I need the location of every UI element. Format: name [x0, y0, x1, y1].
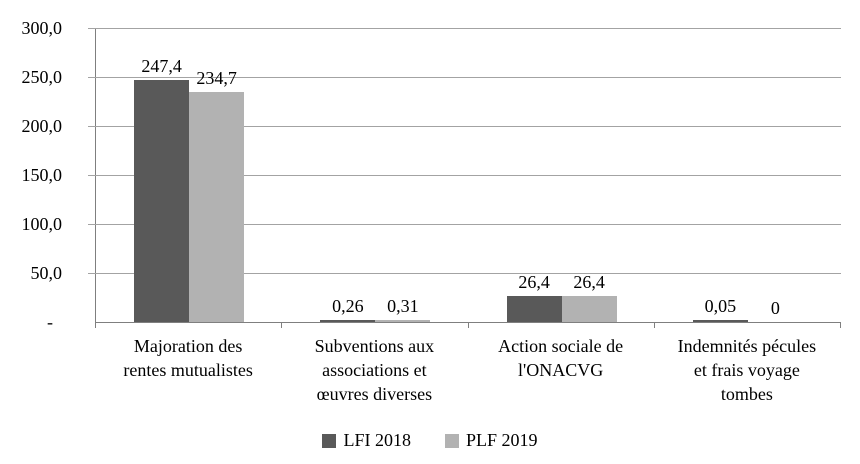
bar-lfi-2018-cat4	[692, 320, 748, 322]
y-tick-label: 250,0	[21, 67, 63, 87]
category-label-line: Indemnités pécules	[677, 336, 817, 356]
category-label-line: Majoration des	[133, 336, 243, 356]
bar-value-label: 0	[770, 298, 780, 318]
x-tick	[840, 323, 841, 328]
bar-value-label: 234,7	[196, 68, 237, 88]
bar-value-label: 0,31	[387, 296, 419, 316]
y-tick-label: 200,0	[21, 116, 63, 136]
bar-value-label: 0,26	[332, 296, 364, 316]
plot-area: 247,4 234,7 0,26 0,31 26,4 26,4 0,05 0	[88, 28, 841, 323]
legend-marker-lfi-2018-icon	[322, 433, 337, 448]
x-tick	[653, 323, 655, 328]
legend: LFI 2018 PLF 2019	[0, 430, 860, 451]
category-label-line: tombes	[720, 384, 773, 404]
x-tick	[467, 323, 469, 328]
category-label-line: rentes mutualistes	[123, 360, 253, 380]
gridline	[88, 224, 841, 225]
category-label-line: Subventions aux	[314, 336, 435, 356]
y-tick-label: 50,0	[30, 263, 63, 283]
y-tick-label: 100,0	[21, 214, 63, 234]
category-label: Majoration des rentes mutualistes	[94, 334, 282, 382]
legend-label-lfi-2018: LFI 2018	[343, 430, 411, 450]
bar-value-label: 26,4	[573, 272, 605, 292]
legend-marker-plf-2019-icon	[444, 433, 459, 448]
x-tick	[281, 323, 283, 328]
category-label: Subventions aux associations et œuvres div…	[280, 334, 468, 406]
category-label-line: associations et	[322, 360, 427, 380]
x-tick	[95, 323, 96, 328]
gridline	[88, 175, 841, 176]
y-tick-label: 300,0	[21, 18, 63, 38]
bar-value-label: 247,4	[141, 56, 182, 76]
bar-plf-2019-cat3	[561, 296, 617, 322]
bar-lfi-2018-cat3	[506, 296, 562, 322]
gridline	[88, 273, 841, 274]
y-tick-label: -	[47, 312, 62, 332]
bar-lfi-2018-cat2	[320, 320, 376, 322]
category-label-line: œuvres diverses	[316, 384, 433, 404]
category-label-line: l'ONACVG	[518, 360, 604, 380]
category-label: Action sociale de l'ONACVG	[467, 334, 655, 382]
bar-value-label: 26,4	[518, 272, 550, 292]
category-label: Indemnités pécules et frais voyage tombes	[653, 334, 841, 406]
legend-item-plf-2019: PLF 2019	[444, 430, 538, 451]
legend-item-lfi-2018: LFI 2018	[322, 430, 411, 451]
bar-value-label: 0,05	[704, 296, 737, 316]
category-label-line: Action sociale de	[498, 336, 624, 356]
gridline	[88, 28, 841, 29]
y-tick-label: 150,0	[21, 165, 63, 185]
category-label-line: et frais voyage	[693, 360, 800, 380]
gridline	[88, 126, 841, 127]
bar-lfi-2018-cat1	[134, 80, 190, 322]
bar-plf-2019-cat1	[189, 92, 245, 322]
legend-label-plf-2019: PLF 2019	[465, 430, 538, 450]
gridline	[88, 77, 841, 78]
bar-plf-2019-cat2	[375, 320, 431, 322]
